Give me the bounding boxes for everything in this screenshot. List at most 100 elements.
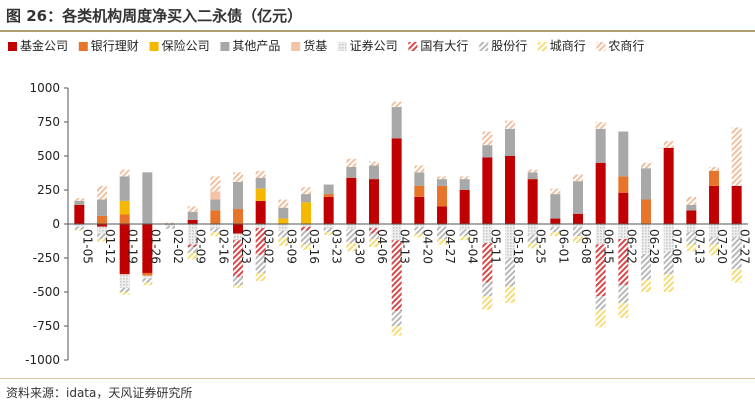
chart-legend: 基金公司 银行理财 保险公司 其他产品 货基 证券公司 国有大行 股份行 城商行 农商行 [8,38,644,53]
bar-segment [187,219,198,224]
bottom-rule [0,378,755,379]
bar-segment [255,228,266,256]
title-bar: 图 26：各类机构周度净买入二永债（亿元） [0,0,755,32]
bar-segment [709,244,719,256]
bar-segment [187,252,198,260]
legend-item-9: 城商行 [537,38,586,53]
y-tick-label: -250 [33,251,60,265]
legend-item-7: 国有大行 [408,39,468,53]
x-tick-label: 06-01 [556,229,570,264]
bar-segment [482,157,493,224]
bar-segment [301,224,311,227]
bar-segment [369,179,379,224]
bar-segment [255,188,266,201]
bar-segment [686,210,697,224]
bar-segment [301,194,311,203]
bar-segment [301,230,311,245]
bar-segment [210,228,221,233]
bar-segment [573,224,583,227]
bar-segment [301,202,311,224]
x-tick-label: 07-13 [692,229,706,264]
bar-segment [573,236,583,244]
bar-segment [482,131,493,146]
bar-segment [97,238,107,242]
x-tick-label: 07-06 [670,229,684,264]
bar-segment [709,185,719,224]
bar-segment [165,222,175,224]
bar-segment [482,224,493,244]
bar-segment [437,238,447,245]
bar-segment [437,206,447,224]
bar-segment [323,224,334,229]
bar-segment [119,169,130,177]
bar-segment [233,172,243,182]
legend-label: 银行理财 [91,39,139,53]
bar-segment [74,198,85,201]
bar-segment [686,204,697,211]
bar-segment [278,230,289,238]
bar-segment [505,258,515,287]
bar-segment [641,199,651,224]
bar-segment [595,309,606,328]
bar-segment [391,101,402,108]
bar-segment [255,272,266,282]
bar-segment [414,224,425,227]
legend-label: 保险公司 [162,38,210,53]
legend-item-2: 银行理财 [78,39,139,53]
bar-segment [233,240,243,278]
x-tick-label: 02-09 [194,229,208,264]
x-tick-label: 03-09 [284,229,298,264]
x-tick-label: 01-05 [80,229,94,264]
bar-segment [573,181,583,214]
bar-segment [233,224,243,234]
bar-segment [391,224,402,241]
bar-segment [550,194,561,219]
x-tick-label: 02-16 [216,229,230,264]
bar-segment [74,226,85,230]
bar-segment [459,179,470,190]
bars-layer [74,101,742,336]
bar-segment [187,224,198,245]
x-tick-label: 07-27 [738,229,752,264]
bar-segment [346,224,357,230]
bar-segment [346,177,357,224]
bar-segment [482,145,493,158]
x-tick-label: 01-12 [103,229,117,264]
y-tick-label: -500 [33,285,60,299]
bar-segment [437,179,447,186]
x-tick-label: 06-29 [647,229,661,264]
y-tick-label: -750 [33,319,60,333]
bar-segment [527,172,538,180]
bar-segment [686,232,697,245]
y-tick-label: 0 [52,217,60,231]
bar-segment [505,286,515,303]
legend-item-8: 股份行 [479,39,527,53]
x-tick-label: 05-11 [488,229,502,264]
x-tick-label: 05-04 [466,229,480,264]
bar-segment [119,292,130,295]
bar-segment [459,229,470,237]
bar-segment [391,326,402,336]
bar-segment [142,224,153,273]
bar-segment [233,285,243,288]
legend-swatch [596,42,606,51]
bar-segment [369,161,379,166]
legend-item-10: 农商行 [596,38,644,53]
legend-label: 货基 [303,38,327,53]
bar-segment [278,207,289,219]
x-tick-label: 06-08 [579,229,593,264]
bar-segment [482,243,493,283]
bar-segment [391,311,402,326]
bar-segment [686,196,697,205]
bar-segment [97,226,107,234]
bar-segment [74,204,85,224]
bar-segment [709,237,719,245]
x-tick-label: 04-20 [420,229,434,264]
x-tick-label: 01-26 [148,229,162,264]
bar-segment [255,177,266,189]
bar-segment [686,244,697,252]
legend-label: 其他产品 [232,39,280,53]
bar-segment [573,174,583,182]
bar-segment [641,279,651,292]
bar-segment [505,128,515,156]
